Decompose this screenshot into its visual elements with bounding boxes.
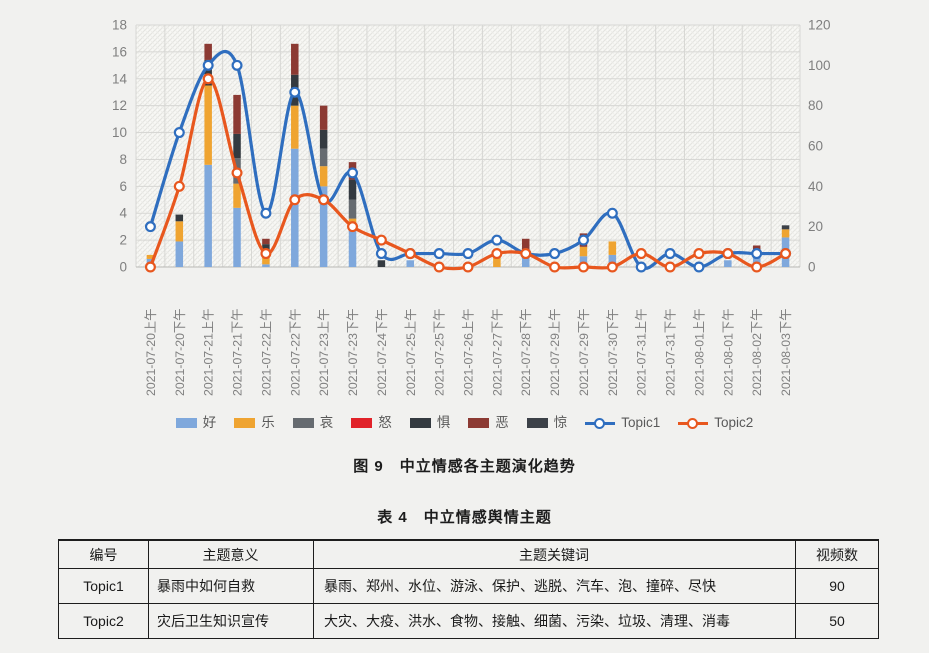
svg-text:2021-07-30下午: 2021-07-30下午	[606, 309, 620, 397]
legend-swatch-icon	[409, 418, 431, 428]
x-axis-labels: 2021-07-20上午 2021-07-20下午 2021-07-21上午 2021…	[144, 309, 793, 397]
svg-text:2021-07-25上午: 2021-07-25上午	[404, 309, 418, 397]
svg-text:2021-08-01上午: 2021-08-01上午	[692, 309, 706, 397]
legend-item-惧: 惧	[409, 415, 451, 431]
topic-count-cell: 50	[795, 603, 879, 639]
topic-meaning-cell: 灾后卫生知识宣传	[148, 603, 314, 639]
legend-swatch-icon	[234, 418, 256, 428]
legend-item-乐: 乐	[234, 416, 275, 430]
header-meaning: 主题意义	[148, 539, 314, 569]
svg-text:2021-08-01下午: 2021-08-01下午	[721, 309, 735, 397]
legend-item-好: 好	[175, 415, 217, 431]
line-series-Topic2	[144, 73, 792, 273]
svg-text:2021-08-03下午: 2021-08-03下午	[779, 309, 793, 397]
bar-series-6-惊	[781, 225, 790, 230]
legend-line-marker-icon	[678, 417, 709, 429]
svg-text:120: 120	[808, 18, 831, 33]
legend-item-Topic1: Topic1	[585, 416, 660, 430]
svg-text:12: 12	[112, 98, 127, 113]
svg-text:0: 0	[119, 260, 127, 275]
svg-text:2021-07-24下午: 2021-07-24下午	[375, 309, 389, 397]
svg-text:80: 80	[808, 98, 823, 113]
svg-text:2021-07-23下午: 2021-07-23下午	[346, 309, 360, 397]
svg-text:100: 100	[808, 58, 831, 73]
topic-keywords-cell: 大灾、大疫、洪水、食物、接触、细菌、污染、垃圾、清理、消毒	[313, 603, 796, 639]
plot-area	[136, 25, 800, 267]
svg-text:2021-07-28下午: 2021-07-28下午	[519, 309, 533, 397]
legend-item-哀: 哀	[292, 415, 334, 431]
topic-id-cell: Topic1	[58, 568, 149, 604]
evolution-chart: 0 2 4 6 8 10 12 14 16 18 0 20 40 60 80 100 120 2021-07-20…	[112, 18, 831, 397]
legend-item-惊: 惊	[526, 415, 568, 431]
right-axis-labels: 0 20 40 60 80 100 120	[808, 18, 831, 275]
header-keywords: 主题关键词	[313, 539, 796, 569]
svg-text:2021-07-20上午: 2021-07-20上午	[144, 309, 158, 397]
topic-id-cell: Topic2	[58, 603, 149, 639]
topics-table: 编号 主题意义 主题关键词 视频数 Topic1 暴雨中如何自救 暴雨、郑州、水…	[58, 539, 879, 639]
table-row: Topic2 灾后卫生知识宣传 大灾、大疫、洪水、食物、接触、细菌、污染、垃圾、…	[58, 603, 879, 639]
svg-text:14: 14	[112, 71, 128, 86]
legend-label: Topic2	[714, 415, 754, 431]
legend-swatch-icon	[526, 418, 548, 428]
table-header-row: 编号 主题意义 主题关键词 视频数	[58, 539, 879, 569]
svg-text:2021-07-29上午: 2021-07-29上午	[548, 309, 562, 397]
legend-item-Topic2: Topic2	[678, 416, 753, 430]
header-count: 视频数	[795, 539, 879, 569]
svg-text:2021-07-21下午: 2021-07-21下午	[231, 309, 245, 397]
svg-text:2021-07-26上午: 2021-07-26上午	[462, 309, 476, 397]
svg-text:2021-07-25下午: 2021-07-25下午	[433, 309, 447, 397]
legend-label: 惊	[553, 415, 568, 431]
legend-label: 怒	[378, 415, 392, 431]
svg-text:2021-07-29下午: 2021-07-29下午	[577, 309, 591, 397]
legend-label: 惧	[436, 415, 451, 431]
legend-label: 恶	[495, 415, 509, 431]
svg-text:20: 20	[808, 219, 823, 234]
table-title: 表 4 中立情感舆情主题	[377, 509, 552, 526]
svg-text:2021-07-22上午: 2021-07-22上午	[259, 309, 273, 397]
svg-text:0: 0	[808, 260, 816, 275]
svg-text:2021-07-31上午: 2021-07-31上午	[635, 309, 649, 397]
svg-text:18: 18	[112, 18, 127, 33]
legend-label: 好	[202, 415, 217, 431]
legend-label: Topic1	[621, 415, 661, 431]
topic-keywords-cell: 暴雨、郑州、水位、游泳、保护、逃脱、汽车、泡、撞碎、尽快	[313, 568, 796, 604]
left-axis-labels: 0 2 4 6 8 10 12 14 16 18	[112, 18, 128, 275]
legend-line-marker-icon	[585, 417, 616, 429]
svg-text:2021-08-02下午: 2021-08-02下午	[750, 309, 764, 397]
svg-text:2021-07-22下午: 2021-07-22下午	[288, 309, 302, 397]
svg-text:8: 8	[119, 152, 127, 167]
legend-swatch-icon	[351, 418, 373, 428]
svg-text:2021-07-23上午: 2021-07-23上午	[317, 309, 331, 397]
topic-meaning-cell: 暴雨中如何自救	[148, 568, 314, 604]
svg-text:4: 4	[119, 206, 127, 221]
svg-text:2021-07-20下午: 2021-07-20下午	[173, 309, 187, 397]
svg-text:10: 10	[112, 125, 127, 140]
svg-text:60: 60	[808, 139, 823, 154]
legend-item-恶: 恶	[468, 416, 509, 430]
topic-count-cell: 90	[795, 568, 879, 604]
legend-label: 乐	[261, 415, 275, 431]
legend-item-怒: 怒	[351, 416, 392, 430]
svg-text:2021-07-27下午: 2021-07-27下午	[490, 309, 504, 397]
svg-text:6: 6	[119, 179, 127, 194]
svg-text:16: 16	[112, 44, 127, 59]
legend-label: 哀	[319, 415, 334, 431]
svg-text:2021-07-31下午: 2021-07-31下午	[664, 309, 678, 397]
svg-text:2021-07-21上午: 2021-07-21上午	[202, 309, 216, 397]
header-id: 编号	[58, 539, 149, 569]
legend: 好 乐 哀 怒 惧 恶 惊 Topic1 Topic2	[0, 411, 929, 435]
figure-caption: 图 9 中立情感各主题演化趋势	[353, 458, 576, 475]
svg-text:40: 40	[808, 179, 823, 194]
legend-swatch-icon	[468, 418, 490, 428]
table-row: Topic1 暴雨中如何自救 暴雨、郑州、水位、游泳、保护、逃脱、汽车、泡、撞碎…	[58, 568, 879, 604]
svg-text:2: 2	[119, 233, 127, 248]
legend-swatch-icon	[175, 418, 197, 428]
legend-swatch-icon	[292, 418, 314, 428]
